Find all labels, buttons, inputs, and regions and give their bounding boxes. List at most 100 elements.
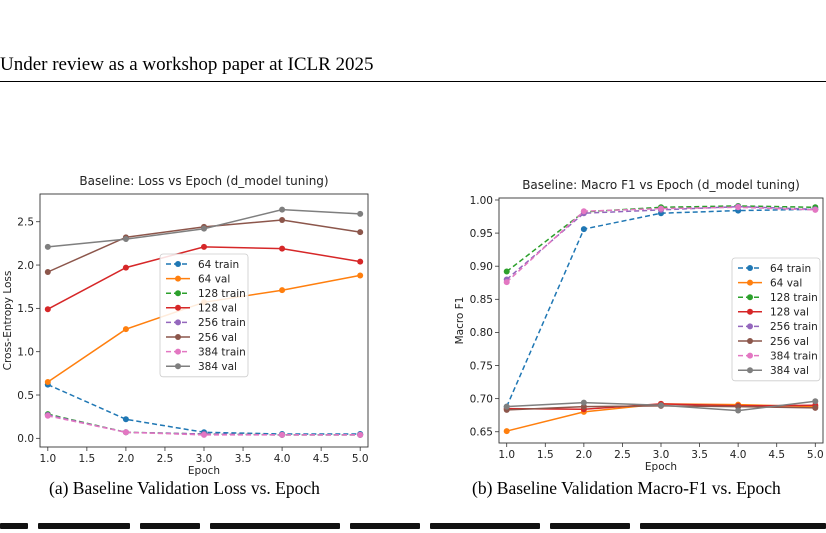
legend-box <box>731 257 821 382</box>
data-point <box>44 379 51 386</box>
x-tick-label: 3.0 <box>196 453 213 465</box>
y-tick-label: 1.00 <box>470 195 493 207</box>
legend-swatch-marker <box>175 290 181 297</box>
x-tick-label: 5.0 <box>352 453 369 465</box>
legend-swatch-marker <box>175 275 181 282</box>
legend-swatch-marker <box>747 294 753 301</box>
x-axis-label: Epoch <box>645 461 677 473</box>
data-point <box>658 205 664 212</box>
legend-entry: 64 train <box>198 259 239 271</box>
y-tick-label: 0.5 <box>17 390 34 402</box>
legend-swatch-marker <box>175 363 181 370</box>
data-point <box>279 287 286 294</box>
legend-swatch-marker <box>747 265 753 271</box>
y-tick-label: 0.85 <box>470 294 493 306</box>
legend-swatch-marker <box>747 367 753 374</box>
legend-entry: 256 train <box>770 321 818 333</box>
x-tick-label: 3.5 <box>691 449 708 461</box>
y-tick-label: 0.75 <box>470 360 493 372</box>
data-point <box>580 226 587 233</box>
y-tick-label: 0.80 <box>470 327 493 339</box>
x-tick-label: 5.0 <box>807 449 824 461</box>
legend-swatch-marker <box>747 338 753 344</box>
loss-chart: Baseline: Loss vs Epoch (d_model tuning)… <box>2 174 369 477</box>
legend-entry: 128 val <box>770 307 809 319</box>
data-point <box>122 326 129 333</box>
legend-entry: 384 train <box>770 350 818 362</box>
header-rule <box>0 81 826 82</box>
y-tick-label: 0.90 <box>470 261 493 273</box>
data-point <box>279 431 286 438</box>
caption-right: (b) Baseline Validation Macro-F1 vs. Epo… <box>472 478 781 498</box>
data-point <box>122 429 129 436</box>
next-line-fragment <box>0 519 826 533</box>
x-tick-label: 1.0 <box>39 453 56 465</box>
x-tick-label: 2.5 <box>614 449 631 461</box>
legend-swatch-marker <box>747 308 753 315</box>
data-point <box>580 208 587 215</box>
legend-swatch-marker <box>175 261 181 267</box>
data-point <box>44 268 51 275</box>
data-point <box>503 279 510 286</box>
legend-entry: 128 val <box>198 303 237 315</box>
data-point <box>503 428 510 435</box>
legend-entry: 256 val <box>770 336 809 348</box>
legend-swatch-marker <box>175 304 181 311</box>
data-point <box>279 206 286 213</box>
legend-entry: 384 train <box>198 346 246 358</box>
data-point <box>44 306 51 313</box>
data-point <box>735 407 742 414</box>
legend-swatch-marker <box>747 323 753 330</box>
data-point <box>122 236 129 243</box>
data-point <box>503 403 510 410</box>
data-point <box>812 404 819 411</box>
data-point <box>580 399 587 406</box>
legend-entry: 256 val <box>198 332 237 344</box>
x-axis-label: Epoch <box>188 465 220 477</box>
series-line <box>506 206 816 283</box>
data-point <box>658 402 664 409</box>
y-axis-label: Cross-Entropy Loss <box>2 271 14 371</box>
x-tick-label: 4.0 <box>274 453 291 465</box>
x-tick-label: 2.0 <box>576 449 593 461</box>
data-point <box>812 398 819 405</box>
data-point <box>279 245 286 252</box>
y-tick-label: 1.0 <box>17 346 34 358</box>
legend-entry: 64 val <box>198 273 230 285</box>
data-point <box>812 206 819 213</box>
legend-swatch-marker <box>175 319 181 326</box>
y-tick-label: 2.0 <box>17 260 34 272</box>
legend-box <box>159 253 249 378</box>
legend-entry: 384 val <box>770 365 809 377</box>
data-point <box>357 210 364 217</box>
legend-entry: 384 val <box>198 361 237 373</box>
data-point <box>122 264 129 271</box>
legend-swatch-marker <box>747 352 753 359</box>
data-point <box>357 431 364 438</box>
legend-entry: 128 train <box>770 292 818 304</box>
data-point <box>44 243 51 250</box>
legend-entry: 256 train <box>198 317 246 329</box>
data-point <box>122 416 129 423</box>
data-point <box>201 243 207 250</box>
x-tick-label: 4.0 <box>730 449 747 461</box>
legend-swatch-marker <box>175 334 181 340</box>
data-point <box>357 258 364 265</box>
data-point <box>357 272 364 279</box>
data-point <box>357 229 364 236</box>
data-point <box>503 268 510 275</box>
series-line <box>47 383 361 435</box>
x-tick-label: 4.5 <box>313 453 330 465</box>
y-tick-label: 0.0 <box>17 433 34 445</box>
x-tick-label: 1.0 <box>498 449 515 461</box>
x-tick-label: 1.5 <box>537 449 554 461</box>
x-tick-label: 2.0 <box>118 453 135 465</box>
legend-entry: 64 train <box>770 263 811 275</box>
data-point <box>279 216 286 223</box>
legend-swatch-marker <box>747 279 753 286</box>
running-header: Under review as a workshop paper at ICLR… <box>0 54 374 75</box>
series-line <box>506 205 816 273</box>
legend-entry: 64 val <box>770 277 802 289</box>
caption-left: (a) Baseline Validation Loss vs. Epoch <box>49 478 320 498</box>
y-tick-label: 0.65 <box>470 427 493 439</box>
